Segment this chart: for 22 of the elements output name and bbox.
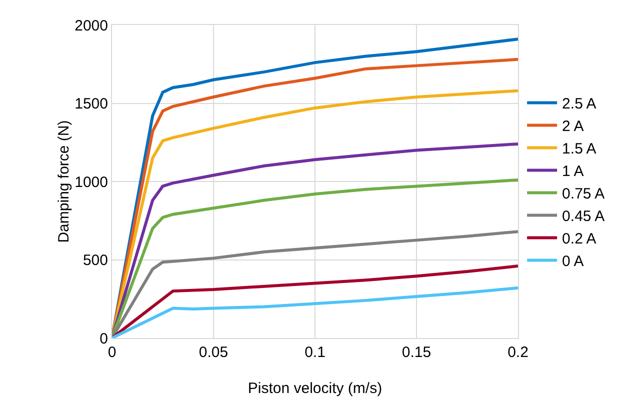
line-series	[112, 286, 518, 338]
x-axis-title: Piston velocity (m/s)	[248, 380, 382, 397]
y-tick-label: 0	[100, 330, 108, 348]
legend-label: 0.2 A	[562, 230, 596, 248]
y-tick-label: 1000	[74, 174, 108, 191]
line-series	[112, 264, 518, 338]
y-tick-label: 500	[82, 252, 108, 269]
legend-label: 0.75 A	[562, 186, 605, 203]
x-tick-label: 0.05	[198, 344, 228, 361]
legend-label: 0 A	[562, 253, 584, 270]
line-series	[112, 230, 518, 338]
y-axis-title: Damping force (N)	[56, 120, 73, 243]
legend-label: 2.5 A	[562, 96, 596, 113]
y-tick-label: 1500	[74, 96, 108, 112]
x-tick-label: 0.15	[402, 344, 432, 361]
legend-label: 1 A	[562, 163, 584, 180]
legend-label: 1.5 A	[562, 140, 596, 158]
legend-label: 2 A	[562, 118, 584, 136]
legend-label: 0.45 A	[562, 208, 605, 226]
y-tick-label: 2000	[74, 17, 108, 34]
x-tick-label: 0.1	[304, 344, 326, 361]
x-tick-label: 0.2	[508, 344, 528, 361]
